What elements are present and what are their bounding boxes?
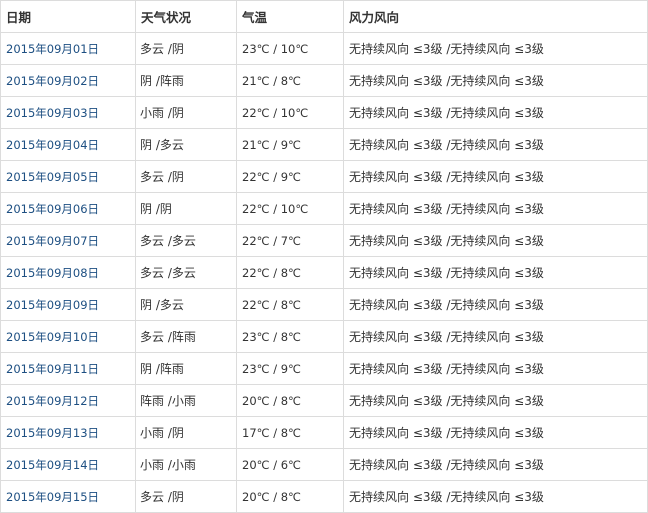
temperature-cell: 22℃ / 7℃ [236, 224, 344, 257]
date-cell: 2015年09月10日 [0, 320, 136, 353]
wind-cell: 无持续风向 ≤3级 /无持续风向 ≤3级 [343, 96, 648, 129]
table-row: 2015年09月07日 多云 /多云 22℃ / 7℃ 无持续风向 ≤3级 /无持续风… [0, 224, 648, 257]
date-cell: 2015年09月05日 [0, 160, 136, 193]
date-link[interactable]: 2015年09月04日 [6, 137, 100, 152]
date-link[interactable]: 2015年09月05日 [6, 169, 100, 184]
date-link[interactable]: 2015年09月08日 [6, 265, 100, 280]
date-cell: 2015年09月11日 [0, 352, 136, 385]
weather-cell: 多云 /阴 [135, 480, 237, 513]
date-cell: 2015年09月04日 [0, 128, 136, 161]
table-row: 2015年09月09日 阴 /多云 22℃ / 8℃ 无持续风向 ≤3级 /无持续风向… [0, 288, 648, 321]
weather-cell: 小雨 /阴 [135, 96, 237, 129]
date-link[interactable]: 2015年09月03日 [6, 105, 100, 120]
header-wind: 风力风向 [343, 0, 648, 33]
wind-cell: 无持续风向 ≤3级 /无持续风向 ≤3级 [343, 256, 648, 289]
wind-cell: 无持续风向 ≤3级 /无持续风向 ≤3级 [343, 384, 648, 417]
date-cell: 2015年09月03日 [0, 96, 136, 129]
wind-cell: 无持续风向 ≤3级 /无持续风向 ≤3级 [343, 160, 648, 193]
weather-cell: 小雨 /小雨 [135, 448, 237, 481]
weather-cell: 多云 /阴 [135, 160, 237, 193]
date-link[interactable]: 2015年09月13日 [6, 425, 100, 440]
date-link[interactable]: 2015年09月10日 [6, 329, 100, 344]
table-row: 2015年09月12日 阵雨 /小雨 20℃ / 8℃ 无持续风向 ≤3级 /无持续风… [0, 384, 648, 417]
temperature-cell: 22℃ / 10℃ [236, 192, 344, 225]
date-link[interactable]: 2015年09月02日 [6, 73, 100, 88]
date-link[interactable]: 2015年09月07日 [6, 233, 100, 248]
temperature-cell: 22℃ / 8℃ [236, 288, 344, 321]
temperature-cell: 20℃ / 6℃ [236, 448, 344, 481]
weather-cell: 阴 /阴 [135, 192, 237, 225]
temperature-cell: 22℃ / 8℃ [236, 256, 344, 289]
weather-cell: 多云 /阵雨 [135, 320, 237, 353]
header-row: 日期 天气状况 气温 风力风向 [0, 0, 648, 33]
date-link[interactable]: 2015年09月15日 [6, 489, 100, 504]
temperature-cell: 21℃ / 8℃ [236, 64, 344, 97]
table-row: 2015年09月13日 小雨 /阴 17℃ / 8℃ 无持续风向 ≤3级 /无持续风向… [0, 416, 648, 449]
header-weather: 天气状况 [135, 0, 237, 33]
date-cell: 2015年09月15日 [0, 480, 136, 513]
wind-cell: 无持续风向 ≤3级 /无持续风向 ≤3级 [343, 32, 648, 65]
table-row: 2015年09月14日 小雨 /小雨 20℃ / 6℃ 无持续风向 ≤3级 /无持续风… [0, 448, 648, 481]
wind-cell: 无持续风向 ≤3级 /无持续风向 ≤3级 [343, 320, 648, 353]
weather-cell: 阴 /阵雨 [135, 352, 237, 385]
weather-cell: 多云 /阴 [135, 32, 237, 65]
table-row: 2015年09月15日 多云 /阴 20℃ / 8℃ 无持续风向 ≤3级 /无持续风向… [0, 480, 648, 513]
table-row: 2015年09月04日 阴 /多云 21℃ / 9℃ 无持续风向 ≤3级 /无持续风向… [0, 128, 648, 161]
table-row: 2015年09月06日 阴 /阴 22℃ / 10℃ 无持续风向 ≤3级 /无持续风向… [0, 192, 648, 225]
date-cell: 2015年09月12日 [0, 384, 136, 417]
wind-cell: 无持续风向 ≤3级 /无持续风向 ≤3级 [343, 416, 648, 449]
date-link[interactable]: 2015年09月09日 [6, 297, 100, 312]
wind-cell: 无持续风向 ≤3级 /无持续风向 ≤3级 [343, 128, 648, 161]
weather-cell: 多云 /多云 [135, 256, 237, 289]
date-link[interactable]: 2015年09月11日 [6, 361, 100, 376]
date-link[interactable]: 2015年09月01日 [6, 41, 100, 56]
wind-cell: 无持续风向 ≤3级 /无持续风向 ≤3级 [343, 288, 648, 321]
wind-cell: 无持续风向 ≤3级 /无持续风向 ≤3级 [343, 480, 648, 513]
temperature-cell: 23℃ / 8℃ [236, 320, 344, 353]
temperature-cell: 17℃ / 8℃ [236, 416, 344, 449]
date-cell: 2015年09月01日 [0, 32, 136, 65]
temperature-cell: 20℃ / 8℃ [236, 480, 344, 513]
temperature-cell: 20℃ / 8℃ [236, 384, 344, 417]
date-cell: 2015年09月13日 [0, 416, 136, 449]
weather-cell: 阴 /多云 [135, 128, 237, 161]
date-cell: 2015年09月07日 [0, 224, 136, 257]
temperature-cell: 22℃ / 9℃ [236, 160, 344, 193]
temperature-cell: 23℃ / 9℃ [236, 352, 344, 385]
temperature-cell: 22℃ / 10℃ [236, 96, 344, 129]
date-cell: 2015年09月09日 [0, 288, 136, 321]
wind-cell: 无持续风向 ≤3级 /无持续风向 ≤3级 [343, 352, 648, 385]
weather-cell: 阵雨 /小雨 [135, 384, 237, 417]
date-link[interactable]: 2015年09月12日 [6, 393, 100, 408]
date-cell: 2015年09月08日 [0, 256, 136, 289]
table-row: 2015年09月05日 多云 /阴 22℃ / 9℃ 无持续风向 ≤3级 /无持续风向… [0, 160, 648, 193]
table-row: 2015年09月02日 阴 /阵雨 21℃ / 8℃ 无持续风向 ≤3级 /无持续风向… [0, 64, 648, 97]
wind-cell: 无持续风向 ≤3级 /无持续风向 ≤3级 [343, 64, 648, 97]
date-cell: 2015年09月06日 [0, 192, 136, 225]
wind-cell: 无持续风向 ≤3级 /无持续风向 ≤3级 [343, 192, 648, 225]
weather-cell: 阴 /阵雨 [135, 64, 237, 97]
temperature-cell: 21℃ / 9℃ [236, 128, 344, 161]
header-date: 日期 [0, 0, 136, 33]
temperature-cell: 23℃ / 10℃ [236, 32, 344, 65]
table-row: 2015年09月11日 阴 /阵雨 23℃ / 9℃ 无持续风向 ≤3级 /无持续风向… [0, 352, 648, 385]
wind-cell: 无持续风向 ≤3级 /无持续风向 ≤3级 [343, 448, 648, 481]
wind-cell: 无持续风向 ≤3级 /无持续风向 ≤3级 [343, 224, 648, 257]
table-row: 2015年09月08日 多云 /多云 22℃ / 8℃ 无持续风向 ≤3级 /无持续风… [0, 256, 648, 289]
date-cell: 2015年09月14日 [0, 448, 136, 481]
date-cell: 2015年09月02日 [0, 64, 136, 97]
table-row: 2015年09月03日 小雨 /阴 22℃ / 10℃ 无持续风向 ≤3级 /无持续风… [0, 96, 648, 129]
date-link[interactable]: 2015年09月06日 [6, 201, 100, 216]
weather-cell: 小雨 /阴 [135, 416, 237, 449]
table-row: 2015年09月01日 多云 /阴 23℃ / 10℃ 无持续风向 ≤3级 /无持续风… [0, 32, 648, 65]
header-temperature: 气温 [236, 0, 344, 33]
weather-cell: 多云 /多云 [135, 224, 237, 257]
weather-cell: 阴 /多云 [135, 288, 237, 321]
table-row: 2015年09月10日 多云 /阵雨 23℃ / 8℃ 无持续风向 ≤3级 /无持续风… [0, 320, 648, 353]
date-link[interactable]: 2015年09月14日 [6, 457, 100, 472]
